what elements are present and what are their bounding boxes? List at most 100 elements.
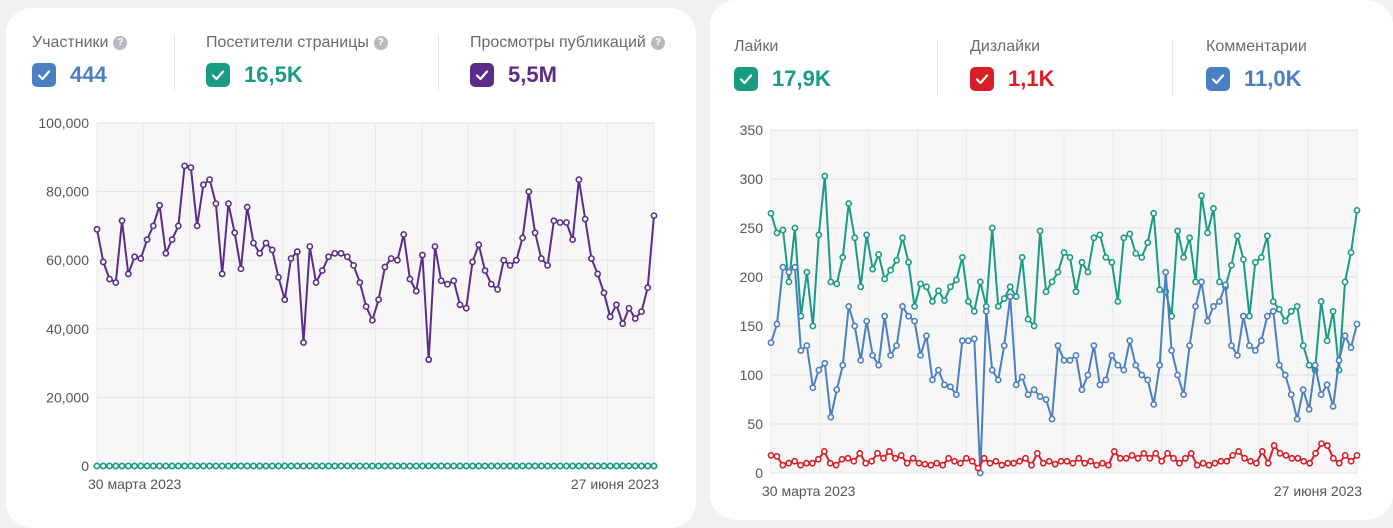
data-point <box>911 317 918 325</box>
data-point <box>519 234 526 242</box>
data-point <box>1192 278 1199 286</box>
data-point <box>773 229 781 237</box>
data-point <box>1024 391 1032 398</box>
data-point <box>1033 449 1041 457</box>
data-point <box>531 462 539 470</box>
data-point <box>1069 459 1077 467</box>
data-point <box>1305 361 1313 369</box>
data-point <box>839 361 847 369</box>
data-point <box>487 462 495 470</box>
data-point <box>869 265 877 273</box>
x-tick-label: 30 марта 2023 <box>88 476 182 492</box>
data-point <box>952 276 960 284</box>
data-point <box>531 229 539 237</box>
data-point <box>281 296 289 304</box>
help-icon[interactable]: ? <box>113 36 128 50</box>
comments-checkbox[interactable] <box>1206 67 1230 91</box>
data-point <box>475 241 483 249</box>
data-point <box>929 376 936 384</box>
data-point <box>350 261 357 269</box>
data-point <box>1216 278 1223 286</box>
data-point <box>845 200 853 207</box>
engagement-line-chart[interactable]: 0 50 100 150 200 250 300 350 30 марта 2023 27 июн… <box>0 0 1393 513</box>
participants-checkbox[interactable] <box>32 63 56 87</box>
metric-comments[interactable]: Комментарии 11,0K <box>1206 38 1307 92</box>
data-point <box>456 301 464 309</box>
data-point <box>444 280 451 288</box>
metric-value: 1,1K <box>1008 66 1055 91</box>
divider <box>1172 40 1173 96</box>
data-point <box>1114 361 1122 369</box>
data-point <box>362 303 370 310</box>
data-point <box>1158 457 1166 465</box>
likes-checkbox[interactable] <box>734 67 758 91</box>
data-point <box>1258 448 1266 455</box>
data-point <box>1347 249 1355 256</box>
help-icon[interactable]: ? <box>650 36 665 50</box>
data-point <box>803 268 811 276</box>
data-point <box>982 307 990 315</box>
data-point <box>1042 288 1050 296</box>
data-point <box>600 462 608 470</box>
data-point <box>1012 293 1020 300</box>
data-point <box>1078 386 1086 394</box>
data-point <box>964 337 972 345</box>
data-point <box>1287 391 1295 398</box>
dislikes-checkbox[interactable] <box>970 67 994 91</box>
data-point <box>256 249 264 257</box>
data-point <box>318 462 326 470</box>
data-point <box>137 255 145 262</box>
data-point <box>974 464 982 472</box>
data-point <box>1174 227 1182 235</box>
metric-likes[interactable]: Лайки 17,9K <box>734 38 831 92</box>
data-point <box>1229 451 1237 459</box>
data-point <box>923 283 930 291</box>
metric-participants[interactable]: Участники? 444 <box>32 34 128 88</box>
data-point <box>881 275 889 283</box>
metric-value: 11,0K <box>1244 66 1302 91</box>
data-point <box>1293 302 1301 310</box>
data-point <box>1054 268 1062 276</box>
data-point <box>275 273 282 281</box>
data-point <box>1030 386 1038 394</box>
data-point <box>1234 232 1241 240</box>
metric-dislikes[interactable]: Дизлайки 1,1K <box>970 38 1054 92</box>
data-point <box>406 275 414 283</box>
data-point <box>952 391 960 398</box>
y-tick-label: 80,000 <box>46 184 89 200</box>
data-point <box>112 279 120 286</box>
data-point <box>106 275 113 283</box>
data-point <box>1104 461 1112 469</box>
data-point <box>638 462 645 470</box>
post-views-checkbox[interactable] <box>470 63 494 87</box>
data-point <box>118 217 126 225</box>
data-point <box>1144 239 1152 247</box>
data-point <box>1072 288 1080 296</box>
data-point <box>1204 229 1211 237</box>
data-point <box>212 462 220 470</box>
data-point <box>1010 459 1018 467</box>
data-point <box>1087 457 1095 465</box>
data-point <box>897 451 905 459</box>
data-point <box>779 263 787 271</box>
data-point <box>375 462 383 470</box>
post-views-line-chart[interactable]: 0 20,000 40,000 60,000 80,000 100,000 30 марта… <box>0 0 1393 513</box>
data-point <box>337 249 345 257</box>
data-point <box>1210 204 1217 212</box>
page-visitors-checkbox[interactable] <box>206 63 230 87</box>
data-point <box>594 270 602 278</box>
data-point <box>773 452 781 460</box>
data-point <box>1269 307 1277 315</box>
help-icon[interactable]: ? <box>373 36 388 50</box>
data-point <box>1006 283 1014 291</box>
data-point <box>306 243 314 250</box>
data-point <box>1347 457 1355 465</box>
data-point <box>1341 278 1349 286</box>
data-point <box>544 462 552 470</box>
metric-page-visitors[interactable]: Посетители страницы? 16,5K <box>206 34 388 88</box>
metric-value: 17,9K <box>772 66 831 91</box>
data-point <box>206 176 214 183</box>
data-point <box>785 459 793 467</box>
metric-post-views[interactable]: Просмотры публикаций? 5,5M <box>470 34 665 88</box>
check-icon <box>37 70 51 81</box>
